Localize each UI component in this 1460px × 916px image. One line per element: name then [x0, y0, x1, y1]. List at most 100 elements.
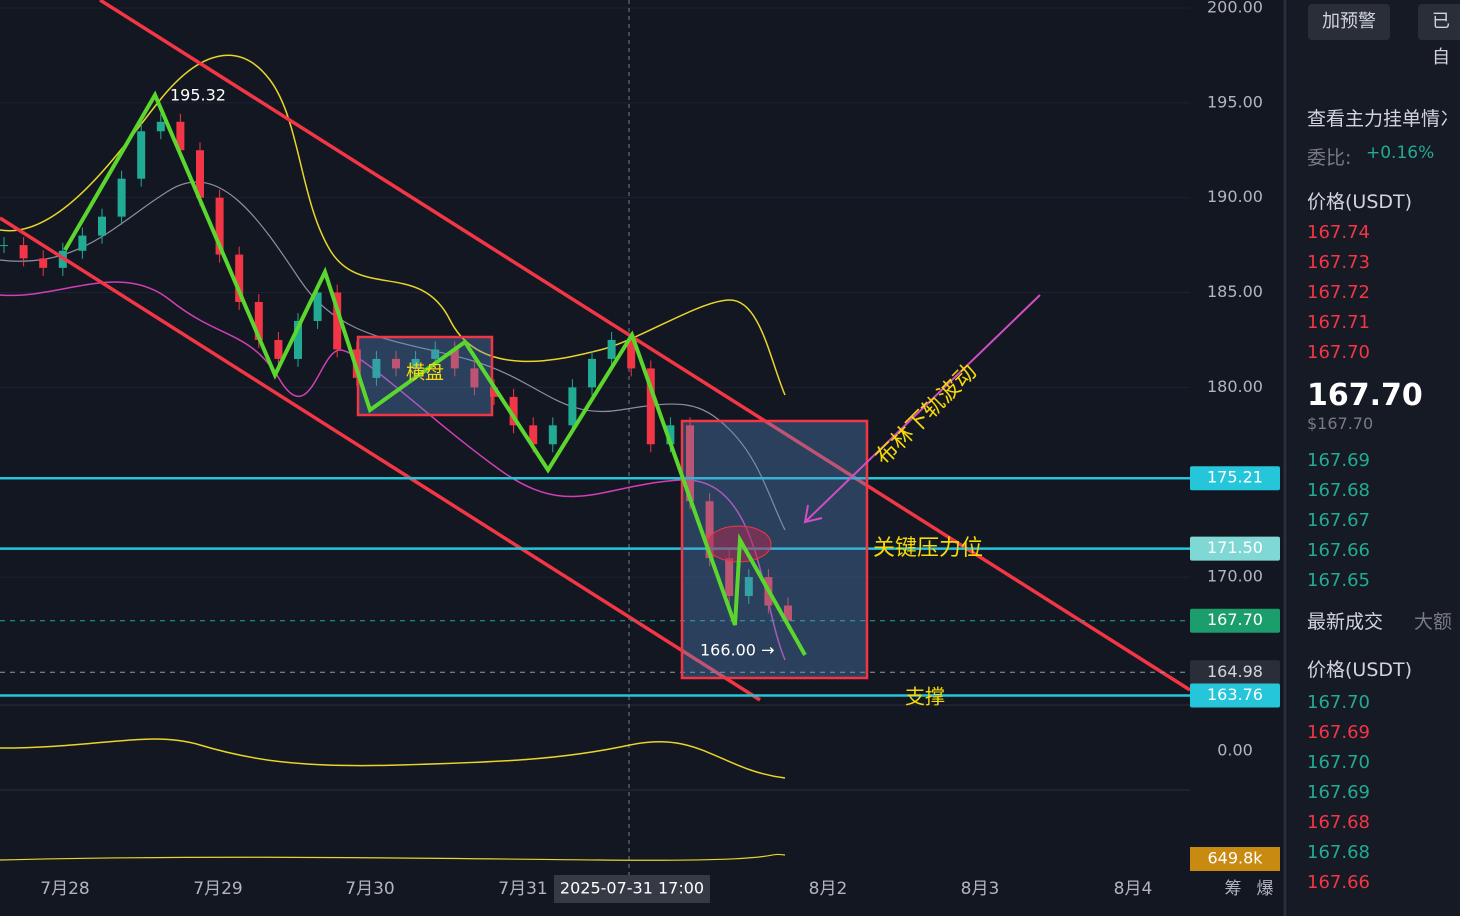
x-tick-label: 7月31 [498, 879, 547, 899]
crosshair-label: 2025-07-31 17:00 [560, 879, 704, 898]
price-axis [1190, 0, 1288, 916]
panel-title: 查看主力挂单情冫 [1307, 108, 1460, 130]
candle [313, 292, 322, 321]
chart: 200.00 195.00 190.00 185.00 180.00 170.00 7月28… [0, 0, 1288, 916]
level-label: 163.76 [1207, 685, 1263, 704]
candle [725, 558, 734, 597]
level-badge [1190, 660, 1280, 685]
candle [509, 396, 518, 426]
candle [548, 425, 557, 445]
arrow [804, 294, 1041, 523]
x-tick-label: 7月29 [193, 879, 242, 899]
candle [19, 245, 28, 259]
candle [490, 387, 498, 397]
candle [372, 358, 381, 378]
candle [431, 349, 440, 359]
channel-lower [0, 216, 761, 702]
annotation: 关键压力位 [873, 536, 983, 561]
tab: 大额 [1414, 611, 1453, 633]
candle [607, 339, 616, 359]
button[interactable]: 加预警 [1308, 4, 1390, 40]
ratio: +0.16% [1366, 143, 1435, 163]
candle [784, 605, 792, 621]
ask-price: 167.73 [1307, 252, 1370, 273]
candle [450, 349, 459, 369]
volume-label: 649.8k [1207, 849, 1263, 868]
candle [196, 150, 204, 198]
low-label: 166.00 → [700, 641, 774, 660]
last-usd: $167.70 [1307, 414, 1374, 433]
footer: 爆 [1257, 879, 1274, 899]
header: 价格(USDT) [1307, 659, 1413, 681]
candle [294, 320, 302, 359]
ask-price: 167.71 [1307, 312, 1370, 333]
annotation: 横盘 [406, 362, 444, 384]
candle [0, 245, 8, 247]
bid-price: 167.65 [1307, 570, 1370, 591]
trade-price: 167.70 [1307, 752, 1370, 773]
high-label: 195.32 [170, 86, 226, 105]
level-badge [1190, 683, 1280, 708]
candle [627, 339, 636, 369]
level-label: 171.50 [1207, 538, 1263, 557]
bollinger-mid [0, 181, 786, 531]
bollinger-upper [0, 54, 786, 396]
candle [235, 254, 244, 303]
candle [39, 258, 48, 268]
candle [117, 178, 126, 217]
candle [176, 121, 185, 151]
trade-price: 167.68 [1307, 812, 1370, 833]
x-tick-label: 8月2 [809, 879, 848, 899]
ask-price: 167.72 [1307, 282, 1370, 303]
candle [333, 292, 342, 350]
candle [274, 339, 283, 359]
button[interactable]: 已自 [1418, 4, 1460, 68]
candle [392, 358, 400, 369]
trade-price: 167.69 [1307, 782, 1370, 803]
ask-price: 167.74 [1307, 222, 1370, 243]
level-badge [1190, 466, 1280, 491]
macd-zero: 0.00 [1217, 741, 1253, 760]
candle [78, 235, 87, 251]
header: 价格(USDT) [1307, 191, 1413, 213]
bid-price: 167.66 [1307, 540, 1370, 561]
candle [98, 216, 106, 236]
y-tick-label: 200.00 [1207, 0, 1263, 16]
zigzag [63, 90, 807, 656]
last-price: 167.70 [1307, 378, 1423, 413]
bid-price: 167.67 [1307, 510, 1370, 531]
candle [744, 577, 753, 597]
bid-price: 167.69 [1307, 450, 1370, 471]
trade-price: 167.69 [1307, 722, 1370, 743]
annotation: 支撑 [905, 685, 945, 709]
x-tick-label: 8月4 [1114, 879, 1153, 899]
level-badge [1190, 608, 1280, 633]
level-label: 175.21 [1207, 468, 1263, 487]
tab: 最新成交 [1307, 611, 1384, 633]
bid-price: 167.68 [1307, 480, 1370, 501]
candle [568, 387, 577, 426]
y-tick-label: 170.00 [1207, 567, 1263, 586]
x-tick-label: 7月30 [345, 879, 394, 899]
candle [646, 368, 655, 445]
arrow-head [803, 504, 823, 524]
x-tick-label: 8月3 [961, 879, 1000, 899]
crosshair-badge [554, 875, 710, 903]
candle [588, 358, 596, 388]
ask-price: 167.70 [1307, 342, 1370, 363]
annotation: 布林下轨波动 [871, 359, 982, 470]
order-panel: 加预警 已自 查看主力挂单情冫 委比: +0.16% 价格(USDT) 167.74 167.… [1288, 0, 1460, 916]
y-tick-label: 185.00 [1207, 282, 1263, 301]
level-badge [1190, 536, 1280, 561]
y-tick-label: 180.00 [1207, 377, 1263, 396]
y-tick-label: 195.00 [1207, 92, 1263, 111]
macd-line [0, 738, 786, 779]
candle [529, 425, 538, 445]
candle [411, 358, 420, 369]
trade-price: 167.66 [1307, 872, 1370, 893]
candle [666, 425, 675, 445]
volume-line [0, 853, 786, 861]
level-label: 167.70 [1207, 610, 1263, 629]
trade-price: 167.68 [1307, 842, 1370, 863]
